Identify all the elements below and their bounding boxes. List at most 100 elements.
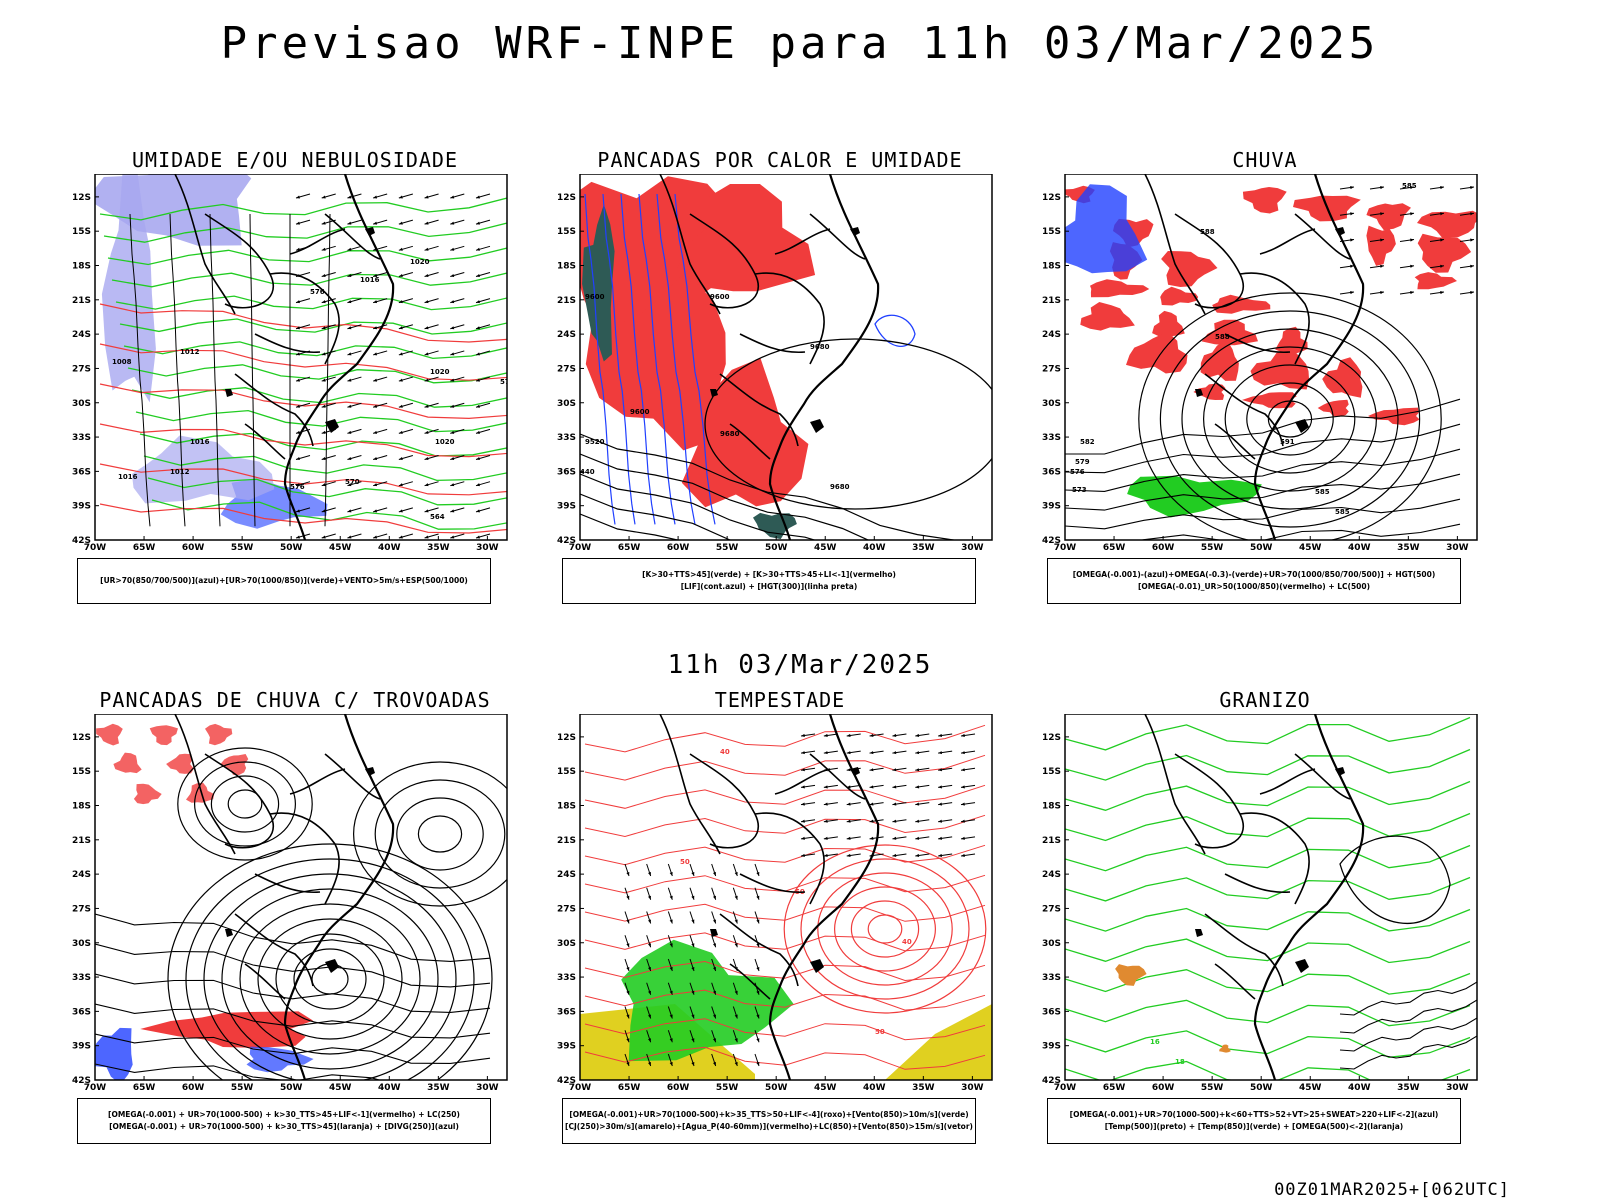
lifted-index-contour: [602, 193, 636, 525]
precipitable-water-contour: [584, 724, 986, 753]
lon-label: 50W: [765, 543, 788, 553]
wind-vector-head: [938, 802, 943, 806]
wind-vector-head: [1380, 185, 1384, 190]
wind-vector-head: [398, 378, 403, 382]
wind-vector-head: [938, 819, 943, 823]
rain-red-area: [1242, 187, 1287, 214]
wind-vector-head: [648, 990, 651, 995]
wind-vector-head: [424, 221, 429, 225]
lat-label: 30S: [1042, 399, 1061, 409]
wind-vector-head: [648, 967, 651, 971]
wind-vector-head: [669, 943, 673, 948]
wind-vector-head: [347, 483, 352, 487]
wind-vector-head: [296, 509, 300, 513]
wind-vector-head: [756, 943, 760, 948]
border-line: [659, 714, 721, 855]
wind-vector-head: [398, 483, 403, 487]
lat-label: 21S: [72, 296, 91, 306]
lake: [1335, 767, 1345, 776]
run-info-footer: 00Z01MAR2025+[062UTC]: [1274, 1180, 1510, 1200]
wind-vector-head: [373, 221, 378, 225]
coastline: [1253, 714, 1365, 1081]
wind-vector-head: [801, 853, 805, 858]
border-line: [324, 753, 381, 800]
lat-label: 15S: [557, 767, 576, 777]
lat-label: 12S: [557, 193, 576, 203]
pressure-contour: [169, 213, 186, 527]
wind-vector-head: [734, 1062, 738, 1066]
wind-vector-head: [398, 509, 403, 513]
wind-vector-head: [626, 919, 630, 924]
wind-vector-head: [938, 785, 943, 789]
wind-vector-head: [938, 853, 943, 858]
wind-vector-head: [296, 195, 300, 199]
panel-title: GRANIZO: [1219, 688, 1311, 712]
contour-label: 564: [430, 513, 445, 521]
wind-vector-head: [713, 1062, 716, 1066]
lat-label: 15S: [557, 227, 576, 237]
lake: [365, 767, 375, 776]
wind-vector-head: [347, 535, 352, 539]
wind-vector-head: [756, 919, 760, 924]
border-line: [324, 213, 381, 260]
map-frame: [94, 174, 508, 541]
contour-label: 9520: [585, 438, 605, 446]
streamline: [95, 973, 491, 1013]
wind-vector-head: [321, 457, 326, 461]
contour-label: 576: [1070, 468, 1085, 476]
wind-vector-head: [424, 378, 429, 382]
lon-label: 60W: [667, 1083, 690, 1093]
lon-label: 70W: [569, 543, 592, 553]
wind-vector-head: [648, 1062, 651, 1066]
border-line: [234, 913, 314, 987]
temperature-500-contour: [1339, 981, 1477, 1016]
field-layer: 1020 1016 1012 1008 1016 1020 1020 1012 1016 576 5…: [95, 174, 507, 539]
thickness-contour: [99, 343, 507, 381]
wind-vector-head: [476, 457, 480, 461]
lat-label: 27S: [72, 904, 91, 914]
wind-vector-head: [1470, 264, 1474, 268]
wind-vector-head: [1470, 238, 1474, 242]
precipitable-water-contour: [584, 960, 986, 982]
border-line: [1239, 272, 1310, 365]
lat-label: 36S: [557, 467, 576, 477]
wind-vector-head: [1440, 185, 1444, 190]
wind-vector-head: [961, 768, 965, 772]
lon-label: 60W: [182, 1083, 205, 1093]
border-line: [1224, 873, 1291, 894]
forecast-time-subtitle: 11h 03/Mar/2025: [667, 650, 933, 680]
wind-vector-head: [869, 768, 874, 772]
map-chuva: 585588588585591588585582579576573: [1065, 174, 1477, 541]
wind-vector-head: [1440, 290, 1444, 295]
streamline: [185, 858, 475, 1080]
height-contour: [1065, 398, 1461, 455]
lat-label: 33S: [1042, 973, 1061, 983]
wind-vector-head: [734, 1014, 738, 1019]
omega-orange-area: [1115, 964, 1147, 986]
wind-vector-head: [347, 195, 352, 199]
lat-label: 24S: [557, 870, 576, 880]
wind-vector-head: [691, 943, 695, 948]
lat-label: 33S: [557, 433, 576, 443]
lat-label: 33S: [72, 973, 91, 983]
rain-red-area: [1322, 357, 1363, 398]
contour-label: 579: [1075, 458, 1090, 466]
legend-line: [OMEGA(-0.001)-(azul)+OMEGA(-0.3)-(verde…: [1072, 570, 1436, 579]
lake: [365, 227, 375, 236]
border-line: [1294, 753, 1351, 800]
height-contour: [580, 513, 681, 540]
wind-vector-head: [626, 967, 630, 971]
border-line: [244, 963, 286, 1000]
contour-label: 1020: [430, 368, 450, 376]
border-line: [739, 333, 806, 354]
height-contour: [1065, 448, 1461, 492]
coastline: [768, 714, 880, 1081]
legend-line: [LIF](cont.azul) + [HGT(300)](linha pret…: [680, 582, 858, 591]
panel-title: PANCADAS DE CHUVA C/ TROVOADAS: [99, 688, 491, 712]
wind-vector-head: [424, 457, 429, 461]
low-level-contour: [834, 886, 937, 972]
lon-label: 55W: [231, 1083, 254, 1093]
green-contour: [123, 341, 507, 360]
field-layer: [95, 723, 507, 1080]
